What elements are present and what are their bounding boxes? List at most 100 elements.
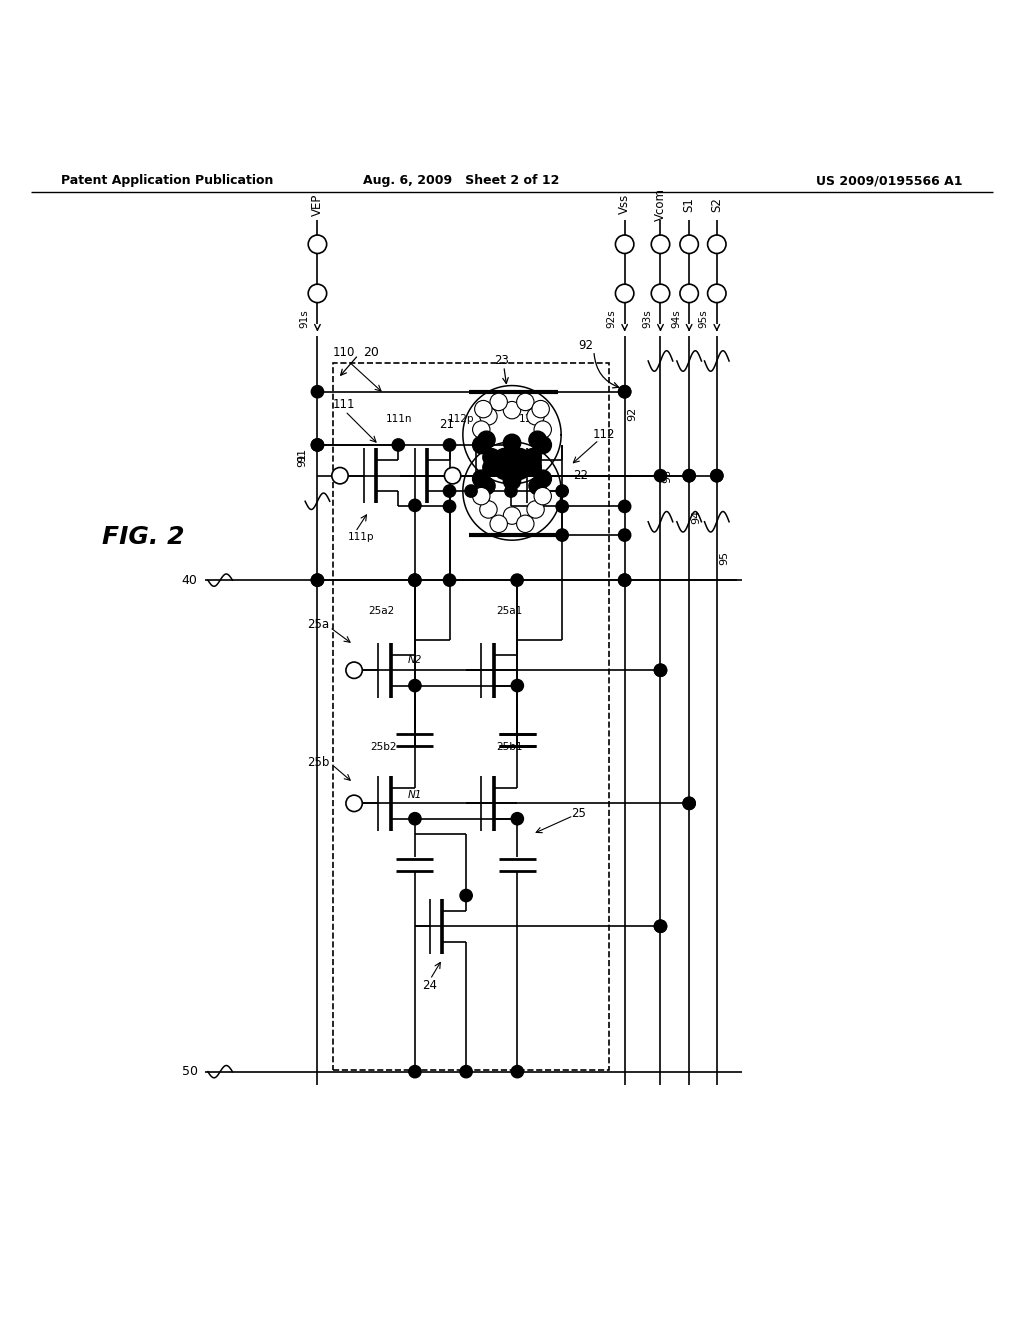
Text: 92s: 92s <box>606 310 616 329</box>
Circle shape <box>479 500 498 519</box>
Circle shape <box>443 500 456 512</box>
Text: 25: 25 <box>571 807 586 820</box>
Text: 111: 111 <box>333 397 355 411</box>
Circle shape <box>489 515 508 532</box>
Circle shape <box>512 449 528 466</box>
Circle shape <box>496 462 512 479</box>
Text: 24: 24 <box>422 979 437 993</box>
Circle shape <box>311 438 324 451</box>
Circle shape <box>683 470 695 482</box>
Circle shape <box>529 478 547 495</box>
Circle shape <box>618 574 631 586</box>
Circle shape <box>535 470 551 487</box>
Circle shape <box>708 235 726 253</box>
Circle shape <box>532 400 549 418</box>
Circle shape <box>409 574 421 586</box>
Circle shape <box>308 235 327 253</box>
Circle shape <box>511 574 523 586</box>
Circle shape <box>477 432 496 449</box>
Circle shape <box>524 459 541 477</box>
Circle shape <box>711 470 723 482</box>
Text: 21: 21 <box>438 418 454 430</box>
Circle shape <box>311 574 324 586</box>
Circle shape <box>444 467 461 484</box>
Circle shape <box>535 487 551 504</box>
Circle shape <box>511 680 523 692</box>
Circle shape <box>680 284 698 302</box>
Text: 50: 50 <box>181 1065 198 1078</box>
Text: 112: 112 <box>593 428 615 441</box>
Bar <box>333 363 609 1069</box>
Circle shape <box>311 438 324 451</box>
Circle shape <box>504 434 520 451</box>
Circle shape <box>496 449 512 466</box>
Text: 25b1: 25b1 <box>497 742 523 752</box>
Circle shape <box>512 462 528 479</box>
Text: 111n: 111n <box>386 414 413 424</box>
Circle shape <box>409 813 421 825</box>
Circle shape <box>477 478 496 495</box>
Circle shape <box>472 487 489 504</box>
Circle shape <box>311 574 324 586</box>
Circle shape <box>409 499 421 512</box>
Text: 112p: 112p <box>447 414 474 424</box>
Text: US 2009/0195566 A1: US 2009/0195566 A1 <box>816 174 963 187</box>
Circle shape <box>524 449 541 466</box>
Text: 25a1: 25a1 <box>497 606 523 616</box>
Circle shape <box>504 507 520 524</box>
Circle shape <box>505 484 517 498</box>
Circle shape <box>504 451 520 469</box>
Circle shape <box>474 400 492 418</box>
Text: 112n: 112n <box>519 414 546 424</box>
Circle shape <box>489 393 508 411</box>
Text: 95s: 95s <box>698 310 709 329</box>
Circle shape <box>618 385 631 397</box>
Circle shape <box>460 890 472 902</box>
Text: 93s: 93s <box>642 310 652 329</box>
Text: 25b: 25b <box>307 756 330 768</box>
Circle shape <box>443 484 456 498</box>
Text: 91: 91 <box>297 453 307 467</box>
Text: Aug. 6, 2009   Sheet 2 of 12: Aug. 6, 2009 Sheet 2 of 12 <box>362 174 559 187</box>
Circle shape <box>654 664 667 676</box>
Circle shape <box>654 470 667 482</box>
Circle shape <box>465 484 477 498</box>
Circle shape <box>504 463 520 482</box>
Text: 23: 23 <box>495 355 509 367</box>
Text: Vss: Vss <box>618 194 631 214</box>
Circle shape <box>443 438 456 451</box>
Text: 25a2: 25a2 <box>369 606 395 616</box>
Circle shape <box>654 920 667 932</box>
Circle shape <box>654 664 667 676</box>
Text: 93: 93 <box>663 469 673 483</box>
Text: S1: S1 <box>683 197 695 211</box>
Circle shape <box>651 284 670 302</box>
Circle shape <box>556 484 568 498</box>
Circle shape <box>517 515 535 532</box>
Circle shape <box>472 436 489 454</box>
Circle shape <box>711 470 723 482</box>
Circle shape <box>346 663 362 678</box>
Circle shape <box>472 421 489 438</box>
Circle shape <box>654 920 667 932</box>
Circle shape <box>680 235 698 253</box>
Text: 110: 110 <box>333 346 355 359</box>
Circle shape <box>308 284 327 302</box>
Text: 91s: 91s <box>299 310 309 329</box>
Text: 94: 94 <box>691 510 701 524</box>
Circle shape <box>409 680 421 692</box>
Circle shape <box>517 393 535 411</box>
Circle shape <box>615 235 634 253</box>
Circle shape <box>618 574 631 586</box>
Circle shape <box>618 385 631 397</box>
Circle shape <box>409 574 421 586</box>
Text: N2: N2 <box>408 655 422 665</box>
Circle shape <box>346 795 362 812</box>
Circle shape <box>483 459 500 477</box>
Text: 40: 40 <box>181 574 198 586</box>
Text: 95: 95 <box>719 550 729 565</box>
Circle shape <box>615 284 634 302</box>
Text: 91: 91 <box>297 447 307 462</box>
Text: S2: S2 <box>711 197 723 211</box>
Circle shape <box>311 385 324 397</box>
